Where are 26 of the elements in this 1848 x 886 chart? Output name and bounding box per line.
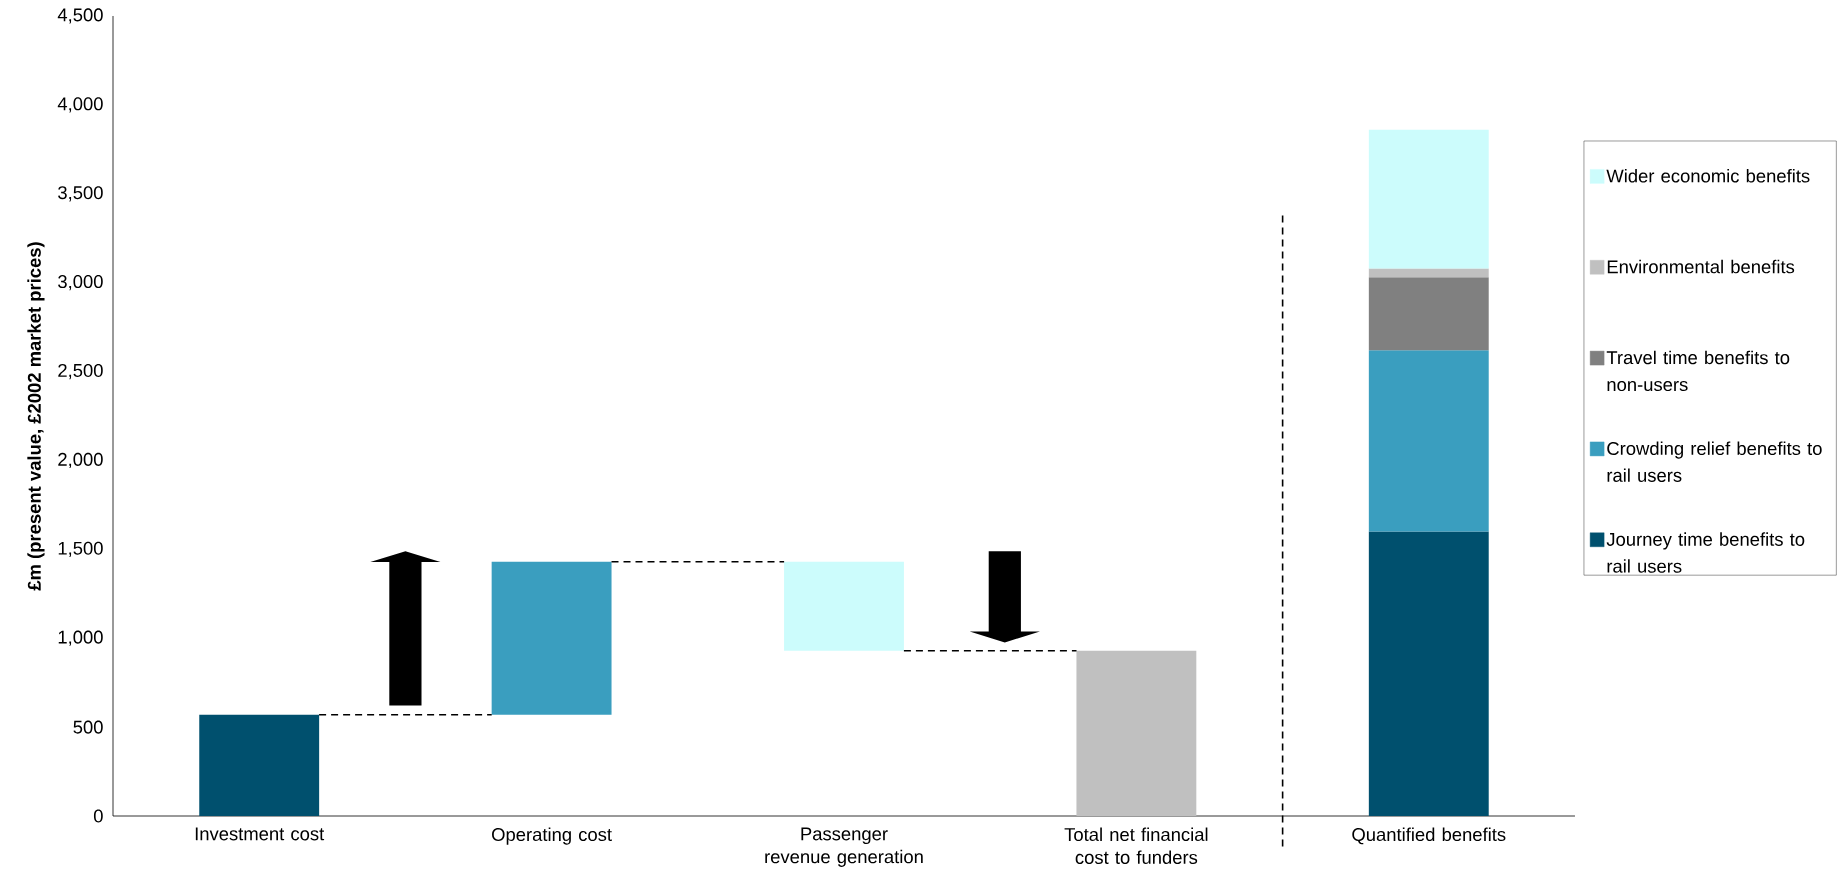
legend-label: Travel time benefits to non-users bbox=[1606, 350, 1790, 392]
y-tick-label: 3,000 bbox=[58, 275, 103, 291]
bar bbox=[1368, 129, 1489, 269]
legend-label: Wider economic benefits bbox=[1606, 168, 1810, 183]
y-tick-label: 2,000 bbox=[58, 452, 103, 469]
y-tick-label: 1,000 bbox=[58, 630, 103, 646]
y-tick-label: 500 bbox=[73, 720, 103, 734]
x-tick-label: Investment cost bbox=[195, 827, 325, 841]
bar bbox=[1368, 268, 1489, 278]
y-tick-label: 3,500 bbox=[58, 186, 103, 202]
y-tick-label: 4,000 bbox=[57, 97, 103, 113]
bar bbox=[1368, 277, 1489, 351]
legend-label: Crowding relief benefits to rail users bbox=[1607, 441, 1822, 482]
y-tick-label: 4,500 bbox=[57, 8, 103, 24]
bar bbox=[1368, 531, 1489, 816]
y-tick-label: 0 bbox=[93, 809, 103, 823]
bar bbox=[1368, 350, 1489, 532]
x-tick-label: Passenger revenue generation bbox=[765, 827, 923, 867]
legend-label: Environmental benefits bbox=[1607, 259, 1795, 274]
y-tick-label: 1,500 bbox=[58, 541, 103, 557]
x-tick-label: Quantified benefits bbox=[1352, 827, 1506, 845]
y-tick-label: 2,500 bbox=[58, 363, 103, 380]
legend-label: Journey time benefits to rail users bbox=[1606, 532, 1805, 573]
x-tick-label: Operating cost bbox=[492, 827, 612, 845]
y-axis-title: £m (present value, £2002 market prices) bbox=[27, 242, 45, 591]
x-tick-label: Total net financial cost to funders bbox=[1064, 827, 1208, 864]
